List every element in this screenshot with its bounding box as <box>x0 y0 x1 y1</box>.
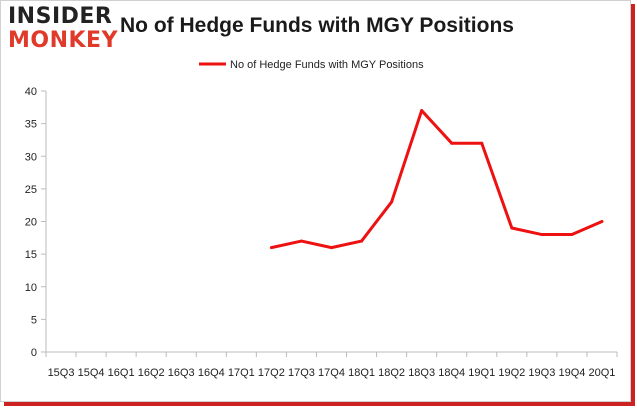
data-point <box>540 233 544 237</box>
y-tick-label: 35 <box>25 119 37 131</box>
series-line <box>271 109 603 250</box>
x-tick-label: 17Q3 <box>288 367 315 379</box>
data-point <box>420 109 424 113</box>
y-tick-label: 15 <box>25 249 37 261</box>
x-tick-label: 19Q2 <box>498 367 525 379</box>
logo-text-monkey: MONKEY <box>8 28 119 53</box>
y-tick-label: 30 <box>25 151 37 163</box>
x-tick-label: 16Q2 <box>138 367 165 379</box>
logo-text-insider: INSIDER <box>8 4 113 29</box>
y-axis: 0 5 10 15 20 25 30 35 40 <box>25 86 47 359</box>
x-tick-label: 19Q3 <box>528 367 555 379</box>
y-tick-label: 40 <box>25 86 37 98</box>
x-tick-label: 16Q1 <box>108 367 135 379</box>
chart-title: No of Hedge Funds with MGY Positions <box>120 14 514 37</box>
x-tick-label: 17Q2 <box>258 367 285 379</box>
x-tick-label: 18Q2 <box>378 367 405 379</box>
y-tick-label: 5 <box>31 314 37 326</box>
data-point <box>600 220 604 223</box>
chart-frame <box>0 0 631 402</box>
legend-label: No of Hedge Funds with MGY Positions <box>230 59 424 71</box>
x-tick-label: 17Q4 <box>318 367 345 379</box>
data-point <box>480 141 484 145</box>
x-tick-label: 15Q4 <box>78 367 105 379</box>
y-tick-label: 0 <box>31 347 37 359</box>
x-tick-label: 18Q1 <box>348 367 375 379</box>
y-tick-label: 10 <box>25 282 37 294</box>
insider-monkey-logo: INSIDER MONKEY <box>8 6 118 54</box>
x-tick-label: 17Q1 <box>228 367 255 379</box>
x-tick-label: 16Q3 <box>168 367 195 379</box>
x-tick-label: 20Q1 <box>589 367 616 379</box>
data-point <box>510 226 514 230</box>
data-point <box>330 246 333 250</box>
legend: No of Hedge Funds with MGY Positions <box>199 59 424 71</box>
y-tick-label: 25 <box>25 184 37 196</box>
data-point <box>570 233 574 237</box>
data-point <box>390 200 394 204</box>
x-tick-label: 19Q4 <box>558 367 585 379</box>
x-tick-label: 15Q3 <box>48 367 75 379</box>
data-point <box>360 239 364 243</box>
data-point <box>299 239 303 243</box>
x-tick-label: 16Q4 <box>198 367 225 379</box>
x-tick-label: 18Q4 <box>438 367 465 379</box>
x-tick-label: 18Q3 <box>408 367 435 379</box>
data-point <box>450 141 454 145</box>
plot-area <box>269 109 604 250</box>
x-axis: 15Q3 15Q4 16Q1 16Q2 16Q3 16Q4 17Q1 17Q2 17Q3 17Q4… <box>45 351 618 379</box>
y-tick-label: 20 <box>25 217 37 229</box>
x-tick-label: 19Q1 <box>468 367 495 379</box>
data-point <box>269 246 273 250</box>
